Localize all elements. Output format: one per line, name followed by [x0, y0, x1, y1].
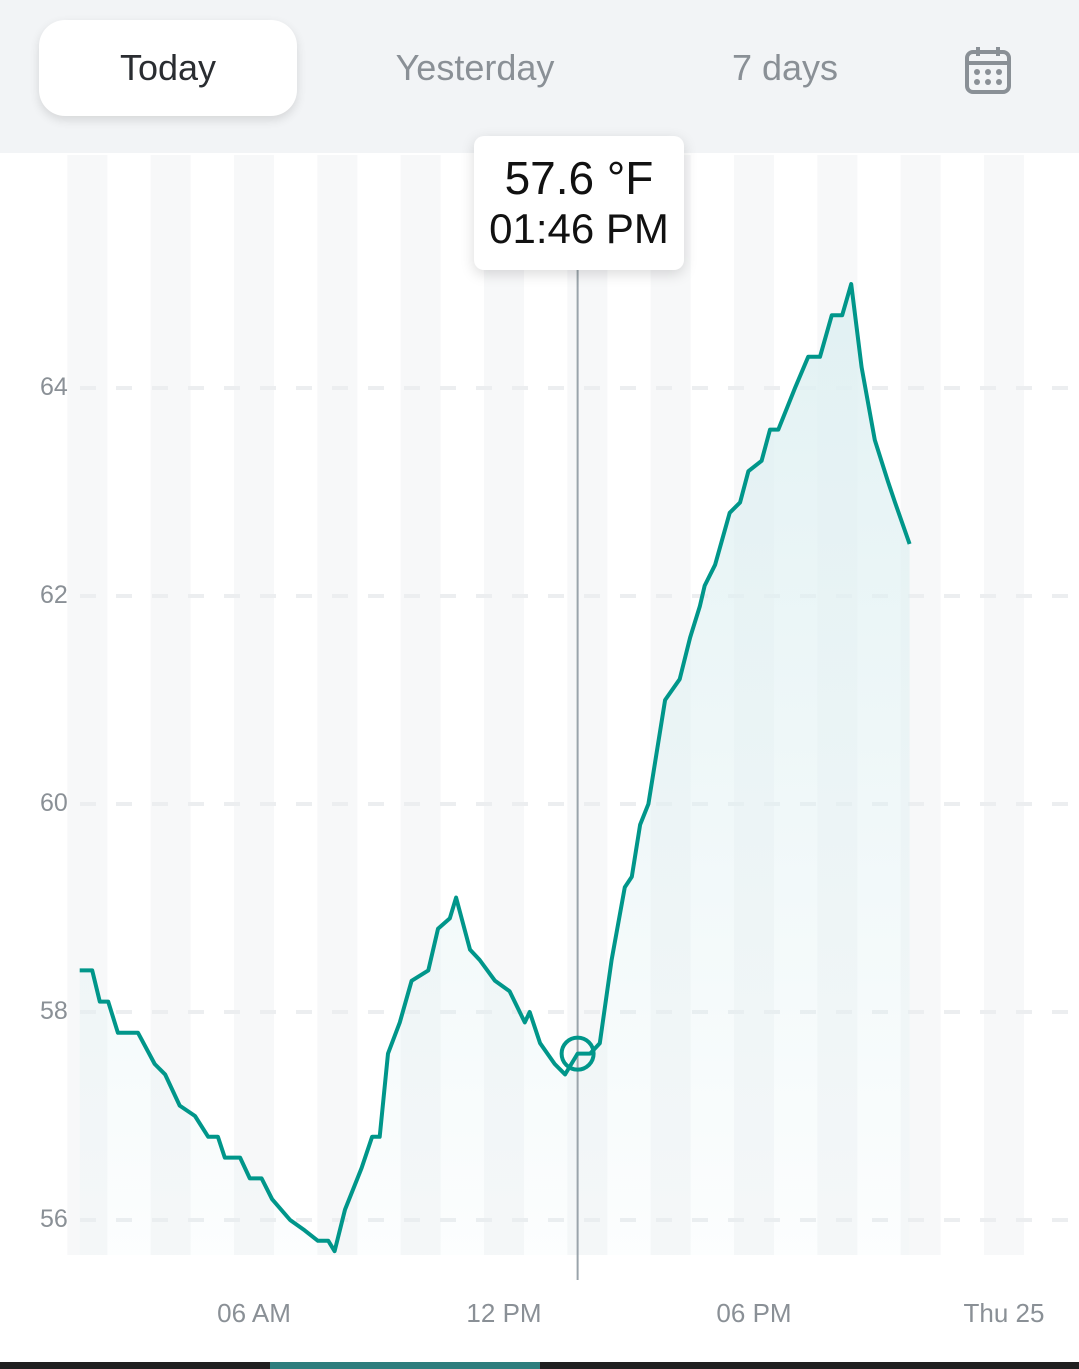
gesture-bar	[0, 1362, 1079, 1369]
x-tick-label: 06 PM	[716, 1298, 792, 1328]
y-tick-label: 64	[40, 373, 68, 401]
temperature-line	[79, 282, 912, 1254]
y-tick-label: 62	[40, 581, 68, 609]
range-tab-bar: Today Yesterday 7 days	[0, 0, 1079, 153]
x-tick-label: 12 PM	[466, 1298, 542, 1328]
x-tick-label: Thu 25	[963, 1298, 1045, 1328]
hour-band	[317, 155, 358, 1255]
hour-band	[234, 155, 274, 1255]
calendar-icon[interactable]	[962, 44, 1014, 96]
selected-point-marker[interactable]	[559, 1035, 596, 1072]
tab-today[interactable]: Today	[39, 20, 297, 116]
y-tick-label: 56	[40, 1205, 68, 1233]
y-tick-label: 60	[40, 789, 68, 817]
tooltip-value: 57.6 °F	[504, 152, 654, 204]
tooltip-time: 01:46 PM	[489, 205, 669, 252]
hour-band	[984, 155, 1024, 1255]
y-tick-label: 58	[40, 997, 68, 1025]
scroll-indicator	[270, 1362, 540, 1369]
tab-7-days[interactable]: 7 days	[731, 47, 839, 88]
value-tooltip: 57.6 °F 01:46 PM	[474, 136, 684, 270]
area-fill	[79, 284, 910, 1255]
x-tick-label: 06 AM	[217, 1298, 291, 1328]
tab-yesterday[interactable]: Yesterday	[395, 47, 555, 88]
